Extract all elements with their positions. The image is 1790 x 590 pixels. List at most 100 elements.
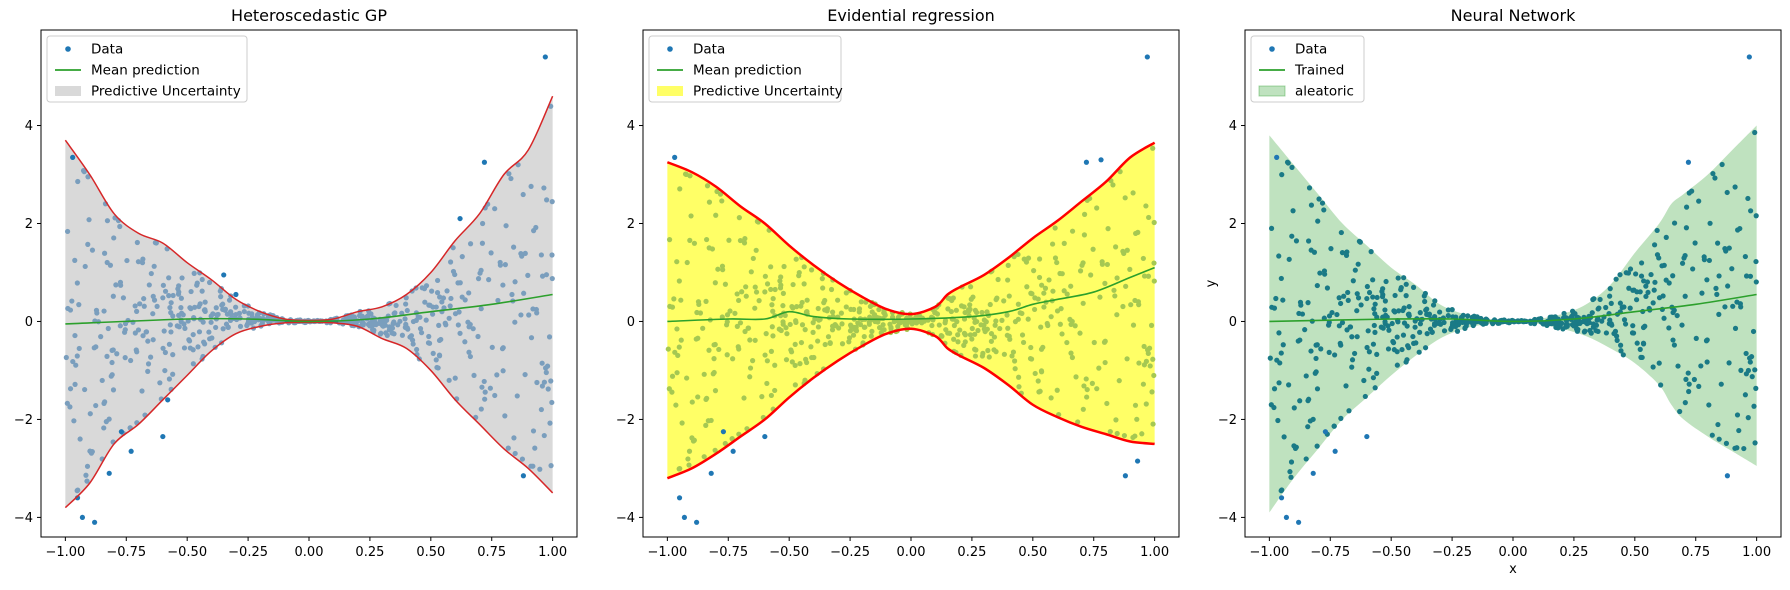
data-point xyxy=(1345,297,1351,303)
data-point xyxy=(452,375,458,381)
data-point xyxy=(1753,385,1759,391)
data-point xyxy=(1127,266,1133,272)
data-point xyxy=(1747,273,1754,279)
data-point xyxy=(880,322,886,328)
data-point xyxy=(1410,333,1416,340)
data-point xyxy=(1016,374,1022,380)
data-point xyxy=(1343,383,1349,389)
legend-label: aleatoric xyxy=(1295,84,1354,100)
data-point xyxy=(1751,403,1757,409)
data-point xyxy=(1671,220,1678,226)
data-point xyxy=(187,305,193,311)
data-point xyxy=(850,332,857,338)
data-point xyxy=(1638,260,1645,266)
data-point xyxy=(1752,440,1758,446)
data-point xyxy=(1343,252,1350,259)
data-point xyxy=(1706,402,1712,408)
data-point xyxy=(150,293,156,299)
data-point xyxy=(1427,326,1434,332)
data-point xyxy=(71,418,77,424)
data-point xyxy=(1471,321,1477,327)
mean-line xyxy=(1269,293,1757,323)
data-point xyxy=(1313,355,1319,362)
data-point xyxy=(1048,314,1054,320)
data-point xyxy=(1691,376,1697,383)
data-point xyxy=(1121,432,1128,439)
data-point xyxy=(1509,317,1515,324)
data-point xyxy=(218,294,224,300)
data-point xyxy=(104,218,111,224)
data-point xyxy=(202,299,208,305)
data-point xyxy=(1400,332,1407,338)
data-point xyxy=(1660,293,1666,299)
data-point xyxy=(228,309,234,315)
data-point xyxy=(1746,54,1752,60)
data-point xyxy=(1374,294,1380,301)
data-point xyxy=(244,321,251,327)
data-point xyxy=(1607,293,1613,299)
data-point xyxy=(1637,346,1643,352)
data-point xyxy=(404,307,410,314)
data-point xyxy=(1595,328,1601,335)
data-point xyxy=(438,336,444,343)
data-point xyxy=(1297,299,1304,305)
data-point xyxy=(1089,380,1095,386)
data-point xyxy=(789,359,795,365)
data-point xyxy=(1090,246,1096,252)
data-point xyxy=(137,301,143,307)
data-point xyxy=(967,306,973,312)
data-point xyxy=(511,435,517,441)
data-point xyxy=(1603,304,1609,311)
data-point xyxy=(832,322,838,328)
data-point xyxy=(772,362,778,368)
data-point xyxy=(1024,284,1030,290)
data-point xyxy=(179,275,185,281)
data-point xyxy=(143,329,149,335)
data-point xyxy=(1088,272,1094,278)
data-point xyxy=(828,286,835,293)
data-point xyxy=(1437,309,1443,315)
data-point xyxy=(541,379,548,385)
data-point xyxy=(506,171,512,177)
data-point xyxy=(466,349,472,355)
data-point xyxy=(1039,282,1045,288)
x-tick-label: −1.00 xyxy=(1249,545,1289,560)
data-point xyxy=(1059,331,1065,337)
data-point xyxy=(448,295,454,302)
data-point xyxy=(1588,330,1594,336)
data-point xyxy=(676,495,683,501)
data-point xyxy=(1417,329,1423,335)
data-point xyxy=(756,298,762,304)
data-point xyxy=(1372,301,1378,307)
data-point xyxy=(1080,300,1086,306)
data-point xyxy=(1656,360,1662,366)
data-point xyxy=(750,358,756,364)
data-point xyxy=(1268,402,1274,408)
data-point xyxy=(1752,129,1758,136)
data-point xyxy=(750,255,756,262)
data-point xyxy=(1663,234,1669,240)
y-tick-label: 4 xyxy=(25,119,33,134)
data-point xyxy=(714,188,720,195)
data-point xyxy=(768,348,775,354)
data-point xyxy=(1068,283,1074,289)
data-point xyxy=(1370,375,1376,381)
data-point xyxy=(526,312,532,318)
data-point xyxy=(538,252,544,258)
data-point xyxy=(942,320,948,326)
data-point xyxy=(985,347,991,354)
data-point xyxy=(1004,312,1010,318)
data-point xyxy=(1136,360,1142,366)
data-point xyxy=(1594,317,1600,323)
data-point xyxy=(128,448,134,454)
data-point xyxy=(508,175,514,182)
data-point xyxy=(686,448,693,454)
data-point xyxy=(85,174,91,180)
data-point xyxy=(1701,257,1707,263)
data-point xyxy=(206,279,213,286)
data-point xyxy=(932,310,938,316)
data-point xyxy=(1314,282,1320,289)
data-point xyxy=(1753,279,1759,285)
data-point xyxy=(981,317,987,323)
